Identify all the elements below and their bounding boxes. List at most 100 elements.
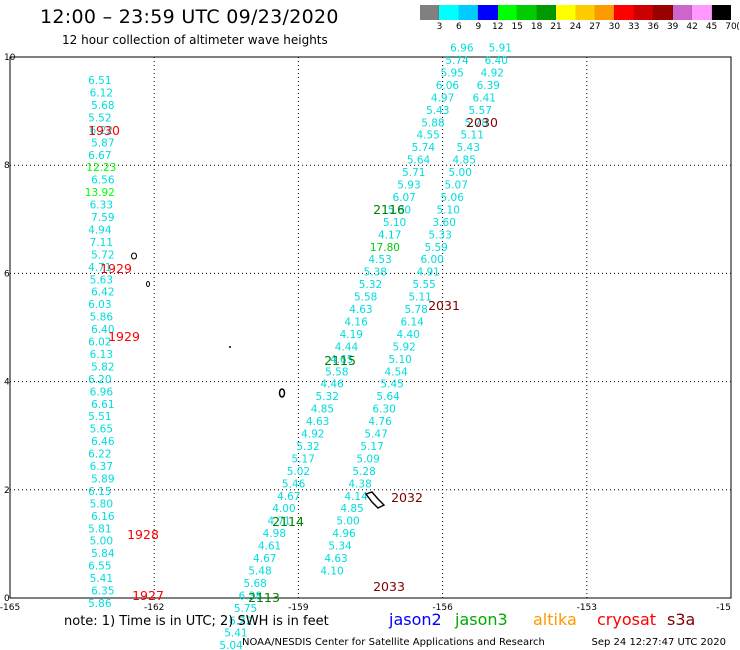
color-legend-swatch [692, 5, 712, 20]
wave-height-label: 5.74 [412, 142, 436, 154]
wave-height-label: 5.46 [282, 478, 306, 490]
wave-height-label: 5.43 [426, 105, 449, 117]
wave-height-label: 4.76 [368, 416, 392, 428]
wave-height-label: 7.11 [90, 237, 113, 249]
color-legend-bar [420, 5, 731, 20]
pass-time-label: 1930 [88, 123, 120, 138]
satellite-legend-entry: altika [533, 610, 577, 629]
wave-height-label: 5.68 [91, 100, 114, 112]
wave-height-label: 4.98 [263, 528, 286, 540]
wave-height-label: 4.91 [416, 267, 439, 279]
color-legend-label: 3 [436, 22, 443, 32]
wave-height-label: 5.64 [407, 155, 431, 167]
wave-height-label: 5.32 [359, 279, 382, 291]
island-outline-hawaii [364, 491, 386, 509]
x-tick-label: -159 [288, 603, 309, 613]
wave-height-label: 13.92 [85, 187, 115, 199]
wave-height-label: 4.10 [320, 565, 343, 577]
wave-height-label: 6.16 [91, 511, 115, 523]
footer-note: note: 1) Time is in UTC; 2) SWH is in fe… [64, 614, 329, 629]
color-legend-swatch [711, 5, 731, 20]
wave-height-label: 6.56 [91, 175, 115, 187]
color-legend-swatch [672, 5, 693, 20]
color-legend-swatch [536, 5, 557, 20]
satellite-legend-entry: cryosat [597, 610, 656, 629]
wave-height-label: 4.44 [335, 341, 359, 353]
color-legend-swatch [575, 5, 595, 20]
wave-height-label: 5.52 [88, 112, 111, 124]
wave-height-label: 4.65 [330, 354, 353, 366]
pass-time-label: 2030 [466, 115, 498, 130]
wave-height-label: 5.55 [412, 279, 435, 291]
wave-height-label: 6.40 [91, 324, 114, 336]
wave-height-label: 5.43 [457, 142, 480, 154]
wave-height-label: 5.89 [91, 473, 114, 485]
wave-height-label: 6.03 [88, 299, 111, 311]
pass-time-label: 2113 [248, 590, 280, 605]
y-tick-label: 0 [4, 594, 10, 604]
footer-credit: NOAA/NESDIS Center for Satellite Applica… [242, 637, 545, 648]
satellite-legend-entry: jason2 [388, 610, 442, 629]
wave-height-label: 5.04 [219, 640, 243, 650]
pass-time-label: 2032 [391, 490, 423, 505]
island-dot [229, 346, 231, 348]
wave-height-label: 5.81 [88, 523, 111, 535]
wave-height-label: 5.74 [445, 55, 469, 67]
color-legend-swatch [478, 5, 498, 20]
pass-time-label: 2031 [428, 298, 460, 313]
wave-height-label: 4.67 [253, 553, 276, 565]
wave-height-label: 5.48 [248, 565, 271, 577]
x-tick-label: -165 [0, 603, 20, 613]
wave-height-label: 4.92 [481, 67, 504, 79]
wave-height-label: 5.91 [489, 43, 512, 55]
wave-height-label: 5.47 [364, 429, 387, 441]
wave-height-label: 5.71 [402, 167, 425, 179]
wave-height-label: 5.17 [292, 453, 315, 465]
color-legend-label: 24 [569, 22, 582, 32]
wave-height-label: 6.22 [90, 125, 113, 137]
wave-height-label: 5.75 [234, 603, 257, 615]
wave-height-label: 4.17 [378, 229, 401, 241]
wave-height-label: 6.96 [450, 43, 474, 55]
wave-height-label: 6.96 [90, 386, 114, 398]
color-legend-label: 30 [608, 22, 621, 32]
wave-height-label: 4.40 [396, 329, 419, 341]
wave-height-label: 4.71 [88, 262, 111, 274]
wave-height-label: 4.38 [348, 478, 371, 490]
wave-height-label: 5.10 [383, 217, 406, 229]
wave-height-label: 4.85 [453, 155, 476, 167]
satellite-legend-entry: jason3 [454, 610, 508, 629]
color-legend-swatch [594, 5, 615, 20]
wave-height-label: 5.00 [90, 536, 113, 548]
wave-height-label: 6.22 [88, 449, 111, 461]
color-legend-unit: (ft) [736, 22, 740, 32]
wave-height-label: 4.14 [344, 491, 368, 503]
color-legend-label: 33 [628, 22, 640, 32]
wave-height-label: 5.78 [465, 117, 488, 129]
y-tick-label: 6 [4, 269, 10, 279]
wave-height-label: 5.11 [408, 292, 431, 304]
wave-height-label: 6.15 [88, 486, 111, 498]
wave-height-label: 5.72 [91, 249, 114, 261]
wave-height-label: 5.58 [354, 292, 377, 304]
wave-height-label: 6.13 [90, 349, 113, 361]
wave-height-label: 5.92 [392, 341, 415, 353]
color-legend-swatch [653, 5, 673, 20]
x-tick-label: -162 [144, 603, 164, 613]
wave-height-label: 6.55 [88, 561, 111, 573]
x-tick-label: -156 [432, 603, 453, 613]
wave-height-label: 5.63 [90, 274, 113, 286]
color-legend-swatch [633, 5, 654, 20]
wave-height-label: 6.14 [400, 316, 424, 328]
wave-height-label: 5.45 [380, 379, 403, 391]
wave-height-label: 5.78 [404, 304, 427, 316]
color-legend-label: 39 [666, 22, 679, 32]
wave-height-label: 5.00 [336, 516, 359, 528]
wave-height-label: 5.32 [316, 391, 339, 403]
wave-height-label: 7.59 [91, 212, 114, 224]
color-legend-swatch [420, 5, 440, 20]
wave-height-label: 5.86 [90, 312, 114, 324]
wave-height-label: 4.19 [340, 329, 363, 341]
wave-height-label: 5.82 [91, 361, 114, 373]
color-legend-swatch [556, 5, 576, 20]
